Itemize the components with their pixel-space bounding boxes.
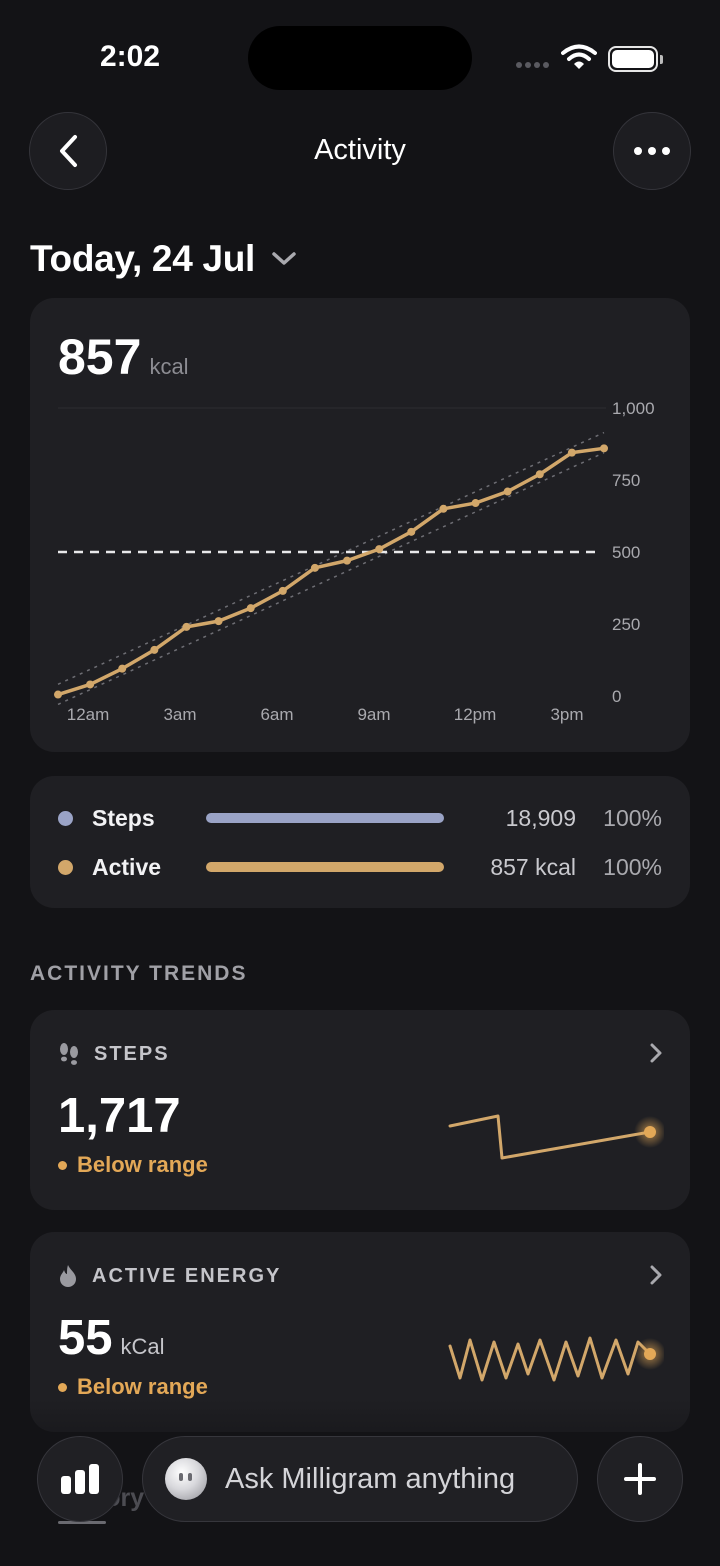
trend-number: 1,717 [58, 1089, 181, 1143]
chevron-down-icon [272, 252, 296, 265]
status-bar: 2:02 [0, 0, 720, 110]
legend-dot [58, 859, 73, 875]
tab-underline [58, 1521, 106, 1524]
data-point [214, 617, 223, 626]
page-title: Activity [314, 134, 406, 166]
date-label: Today, 24 Jul [30, 238, 256, 279]
trend-status: Below range [58, 1152, 208, 1178]
trend-card-steps[interactable]: STEPS 1,717 Below range [30, 1010, 690, 1210]
trend-unit: kCal [120, 1334, 165, 1359]
legend-percent: 100% [603, 804, 662, 831]
trend-number: 55 [58, 1311, 113, 1365]
calories-chart-card: 857 kcal 0 250 500 750 1,000 12am 3am 6am 9am 12p… [30, 298, 690, 752]
footprints-icon [60, 1043, 78, 1065]
dynamic-island [248, 26, 472, 90]
flame-icon [60, 1265, 76, 1287]
data-point [535, 470, 544, 479]
data-point [439, 504, 448, 513]
data-point [375, 545, 384, 554]
bar-chart-icon [61, 1464, 99, 1494]
x-tick-label: 3am [163, 705, 196, 724]
wifi-icon [561, 44, 597, 69]
data-point [150, 645, 159, 654]
data-point [407, 527, 416, 536]
trend-header: ACTIVE ENERGY [58, 1264, 281, 1288]
x-tick-label: 12am [67, 705, 110, 724]
steps-sparkline [448, 1114, 664, 1160]
data-point [600, 444, 608, 453]
y-tick-label: 500 [612, 543, 640, 562]
legend-value: 18,909 [505, 804, 576, 831]
data-point [118, 664, 127, 673]
calories-line-chart: 0 250 500 750 1,000 12am 3am 6am 9am 12pm 3pm [54, 399, 655, 724]
data-point [54, 690, 62, 699]
add-button[interactable] [597, 1436, 683, 1522]
data-point [503, 487, 512, 496]
chevron-right-icon [650, 1043, 662, 1063]
legend-value: 857 kcal [490, 853, 576, 880]
trend-band-upper [57, 431, 605, 685]
trend-card-active-energy[interactable]: ACTIVE ENERGY 55 kCal Below range [30, 1232, 690, 1432]
assistant-avatar-icon [165, 1458, 207, 1500]
data-point [471, 499, 480, 508]
trend-title: ACTIVE ENERGY [92, 1264, 282, 1287]
data-point [86, 680, 95, 689]
data-point [278, 586, 287, 595]
activity-legend-card: Steps 18,909 100% Active 857 kcal 100% [30, 776, 690, 908]
more-dots-icon [634, 147, 670, 155]
chevron-left-icon [60, 135, 77, 167]
x-tick-label: 12pm [454, 705, 497, 724]
back-button[interactable] [29, 112, 107, 190]
y-tick-label: 750 [612, 471, 640, 490]
status-dot [58, 1160, 67, 1170]
calories-unit: kcal [149, 354, 189, 379]
section-title: ACTIVITY TRENDS [30, 962, 248, 985]
legend-percent: 100% [603, 853, 662, 880]
legend-row-steps[interactable]: Steps 18,909 100% [58, 798, 662, 838]
battery-icon [608, 46, 663, 72]
trend-status: Below range [58, 1374, 208, 1400]
y-tick-label: 1,000 [612, 399, 655, 418]
calories-value: 857 [58, 329, 142, 385]
data-point [246, 604, 255, 613]
plus-icon [624, 1463, 656, 1495]
date-selector[interactable]: Today, 24 Jul [30, 238, 297, 280]
more-options-button[interactable] [613, 112, 691, 190]
calories-series-line [56, 446, 606, 697]
status-dot [58, 1382, 67, 1392]
data-point [310, 563, 319, 572]
legend-dot [58, 810, 73, 826]
y-tick-label: 250 [612, 615, 640, 634]
legend-label: Active [92, 853, 162, 880]
status-text: Below range [77, 1152, 208, 1177]
status-time: 2:02 [100, 40, 161, 73]
y-tick-label: 0 [612, 687, 621, 706]
legend-row-active[interactable]: Active 857 kcal 100% [58, 847, 662, 887]
trend-title: STEPS [94, 1042, 170, 1065]
calories-total: 857 kcal [58, 328, 189, 386]
x-tick-label: 3pm [550, 705, 583, 724]
data-point [567, 448, 576, 457]
active-energy-sparkline [448, 1336, 664, 1382]
legend-label: Steps [92, 804, 155, 831]
ask-assistant-input[interactable]: Ask Milligram anything [142, 1436, 578, 1522]
data-point [343, 556, 352, 565]
trend-value: 1,717 [58, 1088, 181, 1144]
stats-button[interactable] [37, 1436, 123, 1522]
ask-placeholder: Ask Milligram anything [225, 1462, 516, 1495]
x-tick-label: 9am [357, 705, 390, 724]
cellular-signal-icon [516, 62, 549, 68]
trend-header: STEPS [58, 1042, 170, 1066]
x-tick-label: 6am [260, 705, 293, 724]
chevron-right-icon [650, 1265, 662, 1285]
legend-progress-bar [206, 813, 444, 823]
legend-progress-bar [206, 862, 444, 872]
trend-band-lower [57, 452, 605, 706]
trend-value: 55 kCal [58, 1310, 165, 1366]
status-text: Below range [77, 1374, 208, 1399]
data-point [182, 622, 191, 631]
